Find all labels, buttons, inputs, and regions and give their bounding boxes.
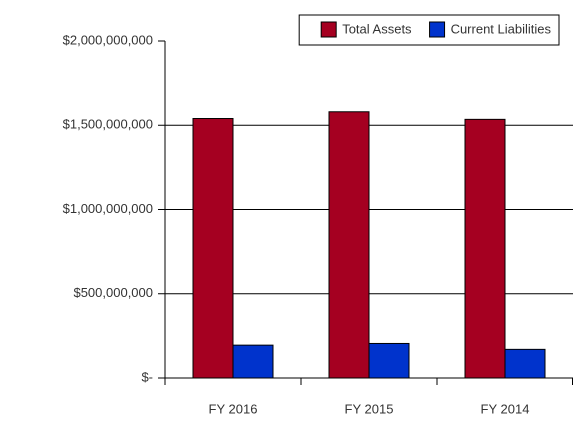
bar	[232, 344, 274, 379]
bar	[464, 118, 506, 379]
x-tick-label: FY 2015	[345, 401, 394, 416]
legend-label: Current Liabilities	[451, 21, 552, 36]
bar	[192, 118, 234, 379]
y-tick-label: $-	[141, 369, 153, 384]
x-tick-label: FY 2016	[209, 401, 258, 416]
y-tick-label: $1,500,000,000	[63, 117, 153, 132]
y-tick-label: $2,000,000,000	[63, 32, 153, 47]
bar	[368, 342, 410, 379]
bar	[328, 111, 370, 379]
y-tick-label: $500,000,000	[73, 285, 153, 300]
legend-label: Total Assets	[342, 21, 412, 36]
legend-swatch	[320, 21, 337, 38]
legend-swatch	[429, 21, 446, 38]
x-tick-label: FY 2014	[481, 401, 530, 416]
y-tick-label: $1,000,000,000	[63, 201, 153, 216]
bar	[504, 348, 546, 379]
